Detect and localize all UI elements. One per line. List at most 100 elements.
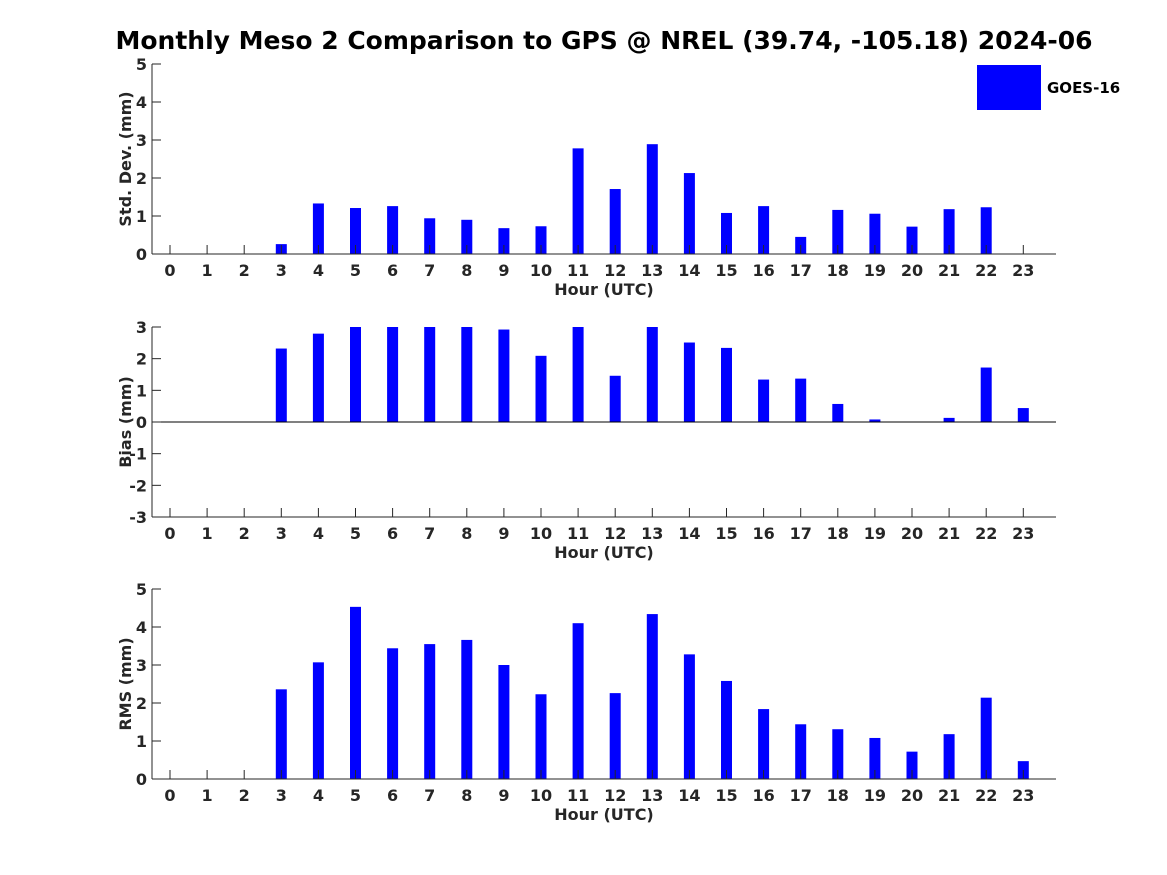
x-tick-label: 15	[715, 786, 737, 805]
bar	[572, 148, 584, 254]
x-tick-label: 16	[752, 786, 774, 805]
x-tick-label: 3	[276, 786, 287, 805]
x-tick-label: 17	[790, 261, 812, 280]
bar	[350, 606, 361, 779]
bar	[795, 724, 807, 779]
x-tick-label: 21	[938, 524, 960, 543]
bar	[424, 218, 436, 254]
x-tick-label: 22	[975, 261, 997, 280]
x-tick-label: 8	[461, 786, 472, 805]
bar	[609, 375, 621, 422]
bar	[461, 639, 473, 779]
y-tick-label: 2	[136, 350, 147, 369]
bar	[758, 379, 770, 422]
x-tick-label: 1	[202, 524, 213, 543]
x-tick-label: 19	[864, 524, 886, 543]
x-tick-label: 23	[1012, 786, 1034, 805]
std-dev-chart: 0 1 2 3 4 5 6 7 8 9 10 11 12 13 14 15 16 17 18 19 20 21 22 2301…	[116, 55, 1056, 299]
x-tick-label: 5	[350, 261, 361, 280]
y-tick-label: 0	[136, 413, 147, 432]
bar	[387, 206, 399, 254]
bar	[683, 173, 695, 254]
x-tick-label: 20	[901, 261, 923, 280]
x-tick-label: 5	[350, 786, 361, 805]
x-tick-label: 6	[387, 524, 398, 543]
bar	[387, 327, 399, 422]
x-tick-label: 16	[752, 261, 774, 280]
bar	[572, 623, 584, 779]
x-tick-label: 8	[461, 261, 472, 280]
bar	[646, 327, 658, 422]
x-axis-label: Hour (UTC)	[554, 543, 654, 562]
bar	[980, 697, 992, 779]
x-tick-label: 14	[678, 524, 700, 543]
x-tick-label: 17	[790, 786, 812, 805]
x-tick-label: 11	[567, 261, 589, 280]
bar	[758, 206, 770, 254]
x-tick-label: 1	[202, 261, 213, 280]
y-tick-label: 3	[136, 131, 147, 150]
x-tick-label: 10	[530, 261, 552, 280]
x-tick-label: 13	[641, 524, 663, 543]
x-tick-label: 0	[164, 261, 175, 280]
legend-swatch	[977, 65, 1041, 110]
x-tick-label: 7	[424, 261, 435, 280]
y-tick-label: -3	[129, 508, 147, 527]
x-tick-label: 21	[938, 261, 960, 280]
page-title: Monthly Meso 2 Comparison to GPS @ NREL …	[115, 26, 1093, 55]
y-tick-label: 5	[136, 580, 147, 599]
x-tick-label: 16	[752, 524, 774, 543]
x-tick-label: 20	[901, 786, 923, 805]
x-tick-label: 2	[239, 786, 250, 805]
x-tick-label: 4	[313, 786, 324, 805]
bar	[721, 680, 732, 779]
x-tick-label: 13	[641, 261, 663, 280]
bar	[498, 329, 510, 422]
bar	[869, 419, 881, 422]
bar	[869, 737, 881, 779]
bar	[980, 367, 992, 422]
x-tick-label: 15	[715, 524, 737, 543]
x-tick-label: 2	[239, 524, 250, 543]
bar	[275, 348, 287, 422]
bar	[609, 693, 621, 779]
x-tick-label: 10	[530, 786, 552, 805]
bar	[832, 209, 844, 254]
x-tick-label: 12	[604, 786, 626, 805]
bar	[943, 734, 955, 779]
x-tick-label: 13	[641, 786, 663, 805]
bar	[498, 228, 510, 254]
bar	[572, 327, 584, 422]
bar	[424, 644, 436, 779]
x-tick-label: 18	[827, 524, 849, 543]
bar	[832, 729, 844, 779]
bar	[498, 665, 510, 779]
y-tick-label: 0	[136, 245, 147, 264]
y-tick-label: 1	[136, 381, 147, 400]
x-tick-label: 3	[276, 524, 287, 543]
bar	[387, 648, 399, 779]
x-tick-label: 22	[975, 786, 997, 805]
bar	[1017, 408, 1029, 422]
bias-chart: 0 1 2 3 4 5 6 7 8 9 10 11 12 13 14 15 16 17 18 19 20 21 22 23-3…	[116, 318, 1056, 562]
bar	[683, 654, 695, 779]
x-tick-label: 10	[530, 524, 552, 543]
legend-label: GOES-16	[1047, 79, 1120, 97]
y-axis-label: Bias (mm)	[116, 376, 135, 468]
bar	[275, 689, 287, 779]
bar	[943, 209, 955, 254]
bar	[721, 347, 732, 422]
x-tick-label: 21	[938, 786, 960, 805]
x-tick-label: 7	[424, 524, 435, 543]
x-tick-label: 18	[827, 261, 849, 280]
x-tick-label: 23	[1012, 261, 1034, 280]
rms-chart: 0 1 2 3 4 5 6 7 8 9 10 11 12 13 14 15 16 17 18 19 20 21 22 2301…	[116, 580, 1056, 824]
y-tick-label: 4	[136, 93, 147, 112]
x-tick-label: 5	[350, 524, 361, 543]
bar	[943, 417, 955, 422]
x-tick-label: 1	[202, 786, 213, 805]
y-tick-label: 2	[136, 694, 147, 713]
bar	[424, 327, 436, 422]
y-axis-label: RMS (mm)	[116, 637, 135, 730]
